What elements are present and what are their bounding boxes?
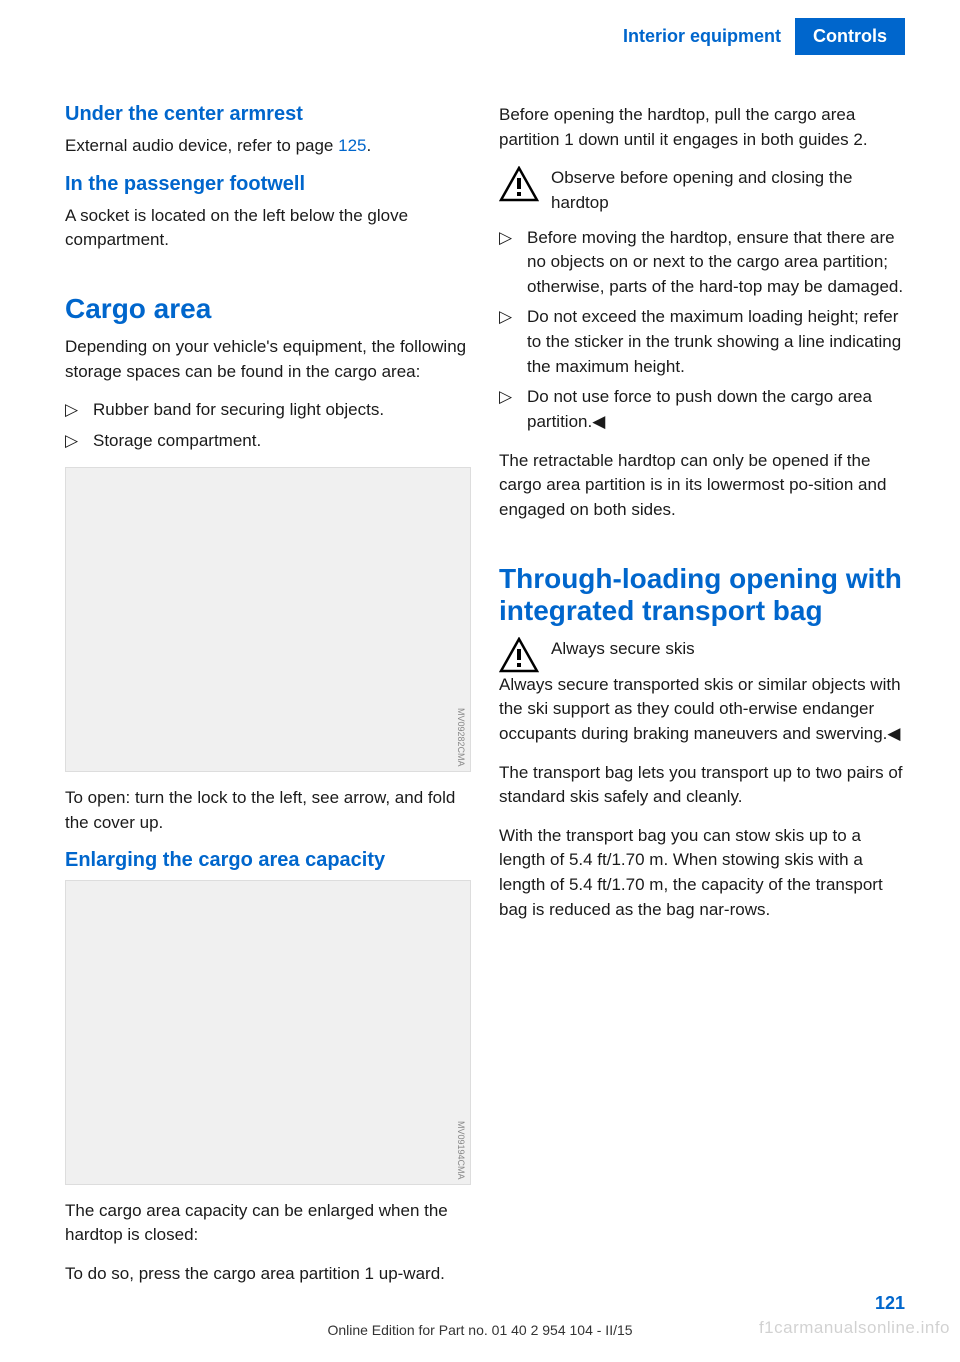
left-column: Under the center armrest External audio … (65, 103, 471, 1301)
list-item-text: Do not use force to push down the cargo … (527, 385, 905, 434)
text-enlarge-1: The cargo area capacity can be enlarged … (65, 1199, 471, 1248)
text-enlarge-2: To do so, press the cargo area partition… (65, 1262, 471, 1287)
list-marker-icon: ▷ (499, 385, 527, 434)
list-item: ▷ Do not exceed the maximum loading heig… (499, 305, 905, 379)
warning-text: Observe before opening and closing the h… (551, 166, 905, 215)
list-item: ▷ Storage compartment. (65, 429, 471, 454)
figure-storage-compartment: MV09282CMA (65, 467, 471, 772)
list-item-text: Before moving the hardtop, ensure that t… (527, 226, 905, 300)
text-hardtop-cond: The retractable hardtop can only be open… (499, 449, 905, 523)
heading-armrest: Under the center armrest (65, 103, 471, 126)
figure-code: MV09194CMA (456, 1121, 466, 1180)
heading-cargo: Cargo area (65, 293, 471, 325)
text-armrest: External audio device, refer to page 125… (65, 134, 471, 159)
figure-cargo-partition: MV09194CMA (65, 880, 471, 1185)
hardtop-list: ▷ Before moving the hardtop, ensure that… (499, 226, 905, 435)
warning-icon (499, 637, 539, 673)
list-marker-icon: ▷ (499, 305, 527, 379)
page-link-125[interactable]: 125 (338, 136, 366, 155)
warning-text-block: Always secure skis (551, 637, 695, 662)
watermark: f1carmanualsonline.info (759, 1318, 950, 1338)
heading-footwell: In the passenger footwell (65, 173, 471, 196)
page-header: Interior equipment Controls (0, 0, 960, 63)
header-chapter: Controls (795, 18, 905, 55)
content-columns: Under the center armrest External audio … (0, 63, 960, 1301)
warning-hardtop: Observe before opening and closing the h… (499, 166, 905, 215)
list-marker-icon: ▷ (65, 429, 93, 454)
page-number: 121 (875, 1293, 905, 1314)
right-column: Before opening the hardtop, pull the car… (499, 103, 905, 1301)
list-item: ▷ Rubber band for securing light objects… (65, 398, 471, 423)
heading-transport-bag: Through-loading opening with integrated … (499, 563, 905, 627)
figure-code: MV09282CMA (456, 708, 466, 767)
text-bag-2: With the transport bag you can stow skis… (499, 824, 905, 923)
list-item-text: Storage compartment. (93, 429, 261, 454)
text-armrest-post: . (367, 136, 372, 155)
text-bag-1: The transport bag lets you transport up … (499, 761, 905, 810)
text-footwell: A socket is located on the left below th… (65, 204, 471, 253)
text-hardtop-prep: Before opening the hardtop, pull the car… (499, 103, 905, 152)
text-cargo-intro: Depending on your vehicle's equipment, t… (65, 335, 471, 384)
cargo-list: ▷ Rubber band for securing light objects… (65, 398, 471, 453)
warning-line1: Always secure skis (551, 637, 695, 662)
list-item-text: Rubber band for securing light objects. (93, 398, 384, 423)
list-item: ▷ Before moving the hardtop, ensure that… (499, 226, 905, 300)
warning-continuation: Always secure transported skis or simila… (499, 673, 905, 747)
warning-icon (499, 166, 539, 202)
caption-storage: To open: turn the lock to the left, see … (65, 786, 471, 835)
list-marker-icon: ▷ (65, 398, 93, 423)
list-marker-icon: ▷ (499, 226, 527, 300)
heading-enlarge: Enlarging the cargo area capacity (65, 849, 471, 872)
text-armrest-pre: External audio device, refer to page (65, 136, 338, 155)
warning-skis: Always secure skis (499, 637, 905, 673)
header-section: Interior equipment (623, 26, 795, 47)
list-item: ▷ Do not use force to push down the carg… (499, 385, 905, 434)
list-item-text: Do not exceed the maximum loading height… (527, 305, 905, 379)
